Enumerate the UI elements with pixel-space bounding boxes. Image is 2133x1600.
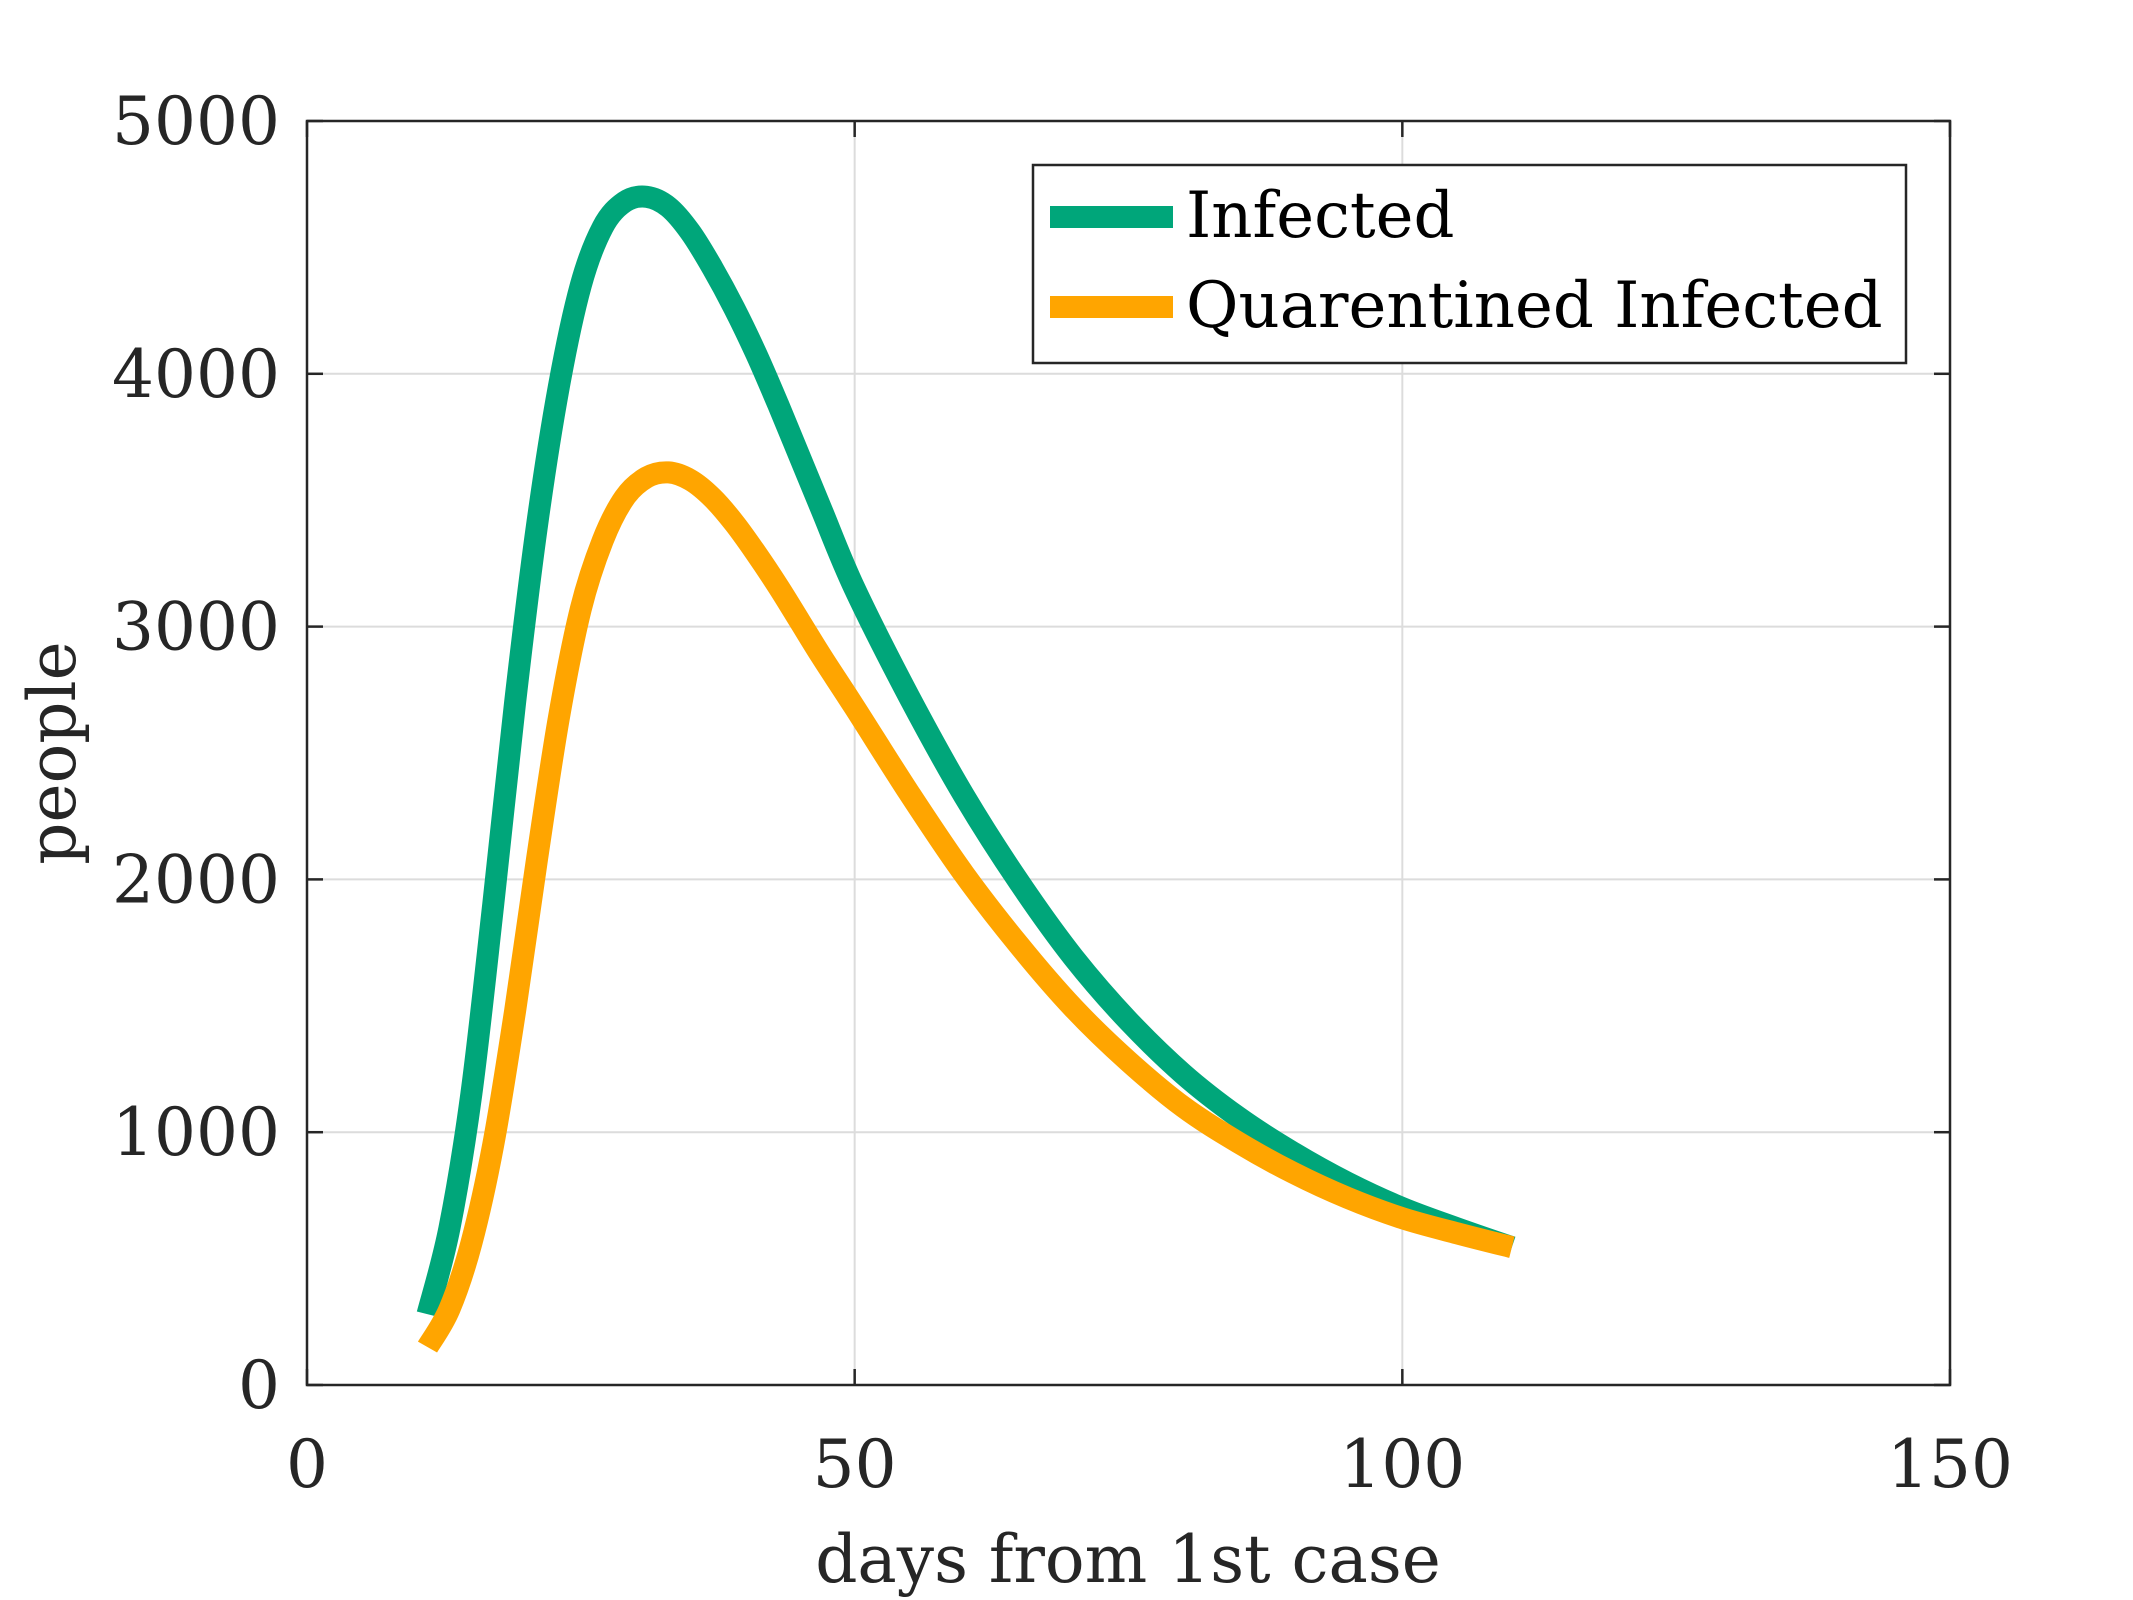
y-tick-label: 1000 <box>112 1094 280 1171</box>
x-axis-title: days from 1st case <box>815 1521 1441 1598</box>
series-line-quarentined-infected <box>417 461 1515 1353</box>
legend-label-infected: Infected <box>1186 179 1454 253</box>
x-tick-label: 150 <box>1887 1426 2013 1503</box>
series-lines <box>416 185 1516 1353</box>
x-tick-label: 50 <box>813 1426 897 1503</box>
legend-label-quarentined-infected: Quarentined Infected <box>1186 269 1883 343</box>
y-tick-label: 2000 <box>112 841 280 918</box>
y-tick-label: 3000 <box>112 589 280 666</box>
x-tick-label: 100 <box>1339 1426 1465 1503</box>
series-line-infected <box>416 185 1516 1317</box>
y-axis-title: people <box>14 641 91 864</box>
legend: Infected Quarentined Infected <box>1031 163 1908 365</box>
legend-box <box>1031 163 1908 365</box>
y-tick-labels: 0 1000 2000 3000 4000 5000 <box>112 83 280 1424</box>
y-tick-label: 5000 <box>112 83 280 160</box>
x-tick-label: 0 <box>286 1426 328 1503</box>
x-tick-labels: 0 50 100 150 <box>286 1426 2013 1503</box>
axes-box <box>305 119 1952 1387</box>
y-tick-label: 0 <box>238 1347 280 1424</box>
y-tick-label: 4000 <box>112 336 280 413</box>
tick-marks <box>305 119 1952 1387</box>
